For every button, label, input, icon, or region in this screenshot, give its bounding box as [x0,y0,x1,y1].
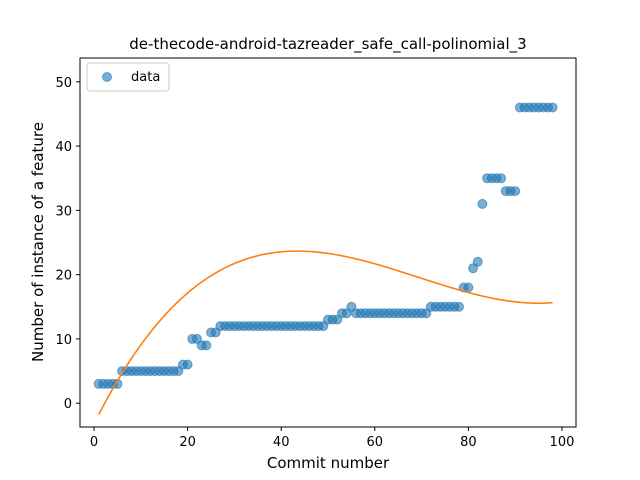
chart-title: de-thecode-android-tazreader_safe_call-p… [129,35,526,54]
data-point [454,301,465,312]
axis-ticks: 0 20 40 60 80 100 0 10 20 30 40 50 [55,76,574,450]
data-point [182,359,193,370]
fit-curve [98,250,553,415]
data-point [547,102,558,113]
data-point [472,256,483,267]
legend: data [86,62,170,92]
y-axis-title: Number of instance of a feature [29,122,47,362]
y-tick-label: 10 [55,333,72,348]
data-point [510,186,521,197]
plot-area [93,102,558,415]
x-tick-label: 20 [179,435,196,450]
x-tick-label: 100 [550,435,575,450]
y-tick-label: 50 [55,76,72,91]
data-point [496,173,507,184]
legend-box [86,62,170,92]
data-point [463,282,474,293]
x-tick-label: 80 [460,435,477,450]
legend-label: data [131,70,160,85]
x-tick-label: 60 [367,435,384,450]
plot-frame [79,57,577,428]
data-point [201,340,212,351]
y-tick-label: 30 [55,204,72,219]
x-axis-title: Commit number [267,454,390,472]
legend-marker [102,72,112,82]
y-tick-label: 0 [64,397,72,412]
x-tick-label: 0 [90,435,98,450]
y-tick-label: 20 [55,269,72,284]
y-tick-label: 40 [55,140,72,155]
x-tick-label: 40 [273,435,290,450]
data-point [477,198,488,209]
